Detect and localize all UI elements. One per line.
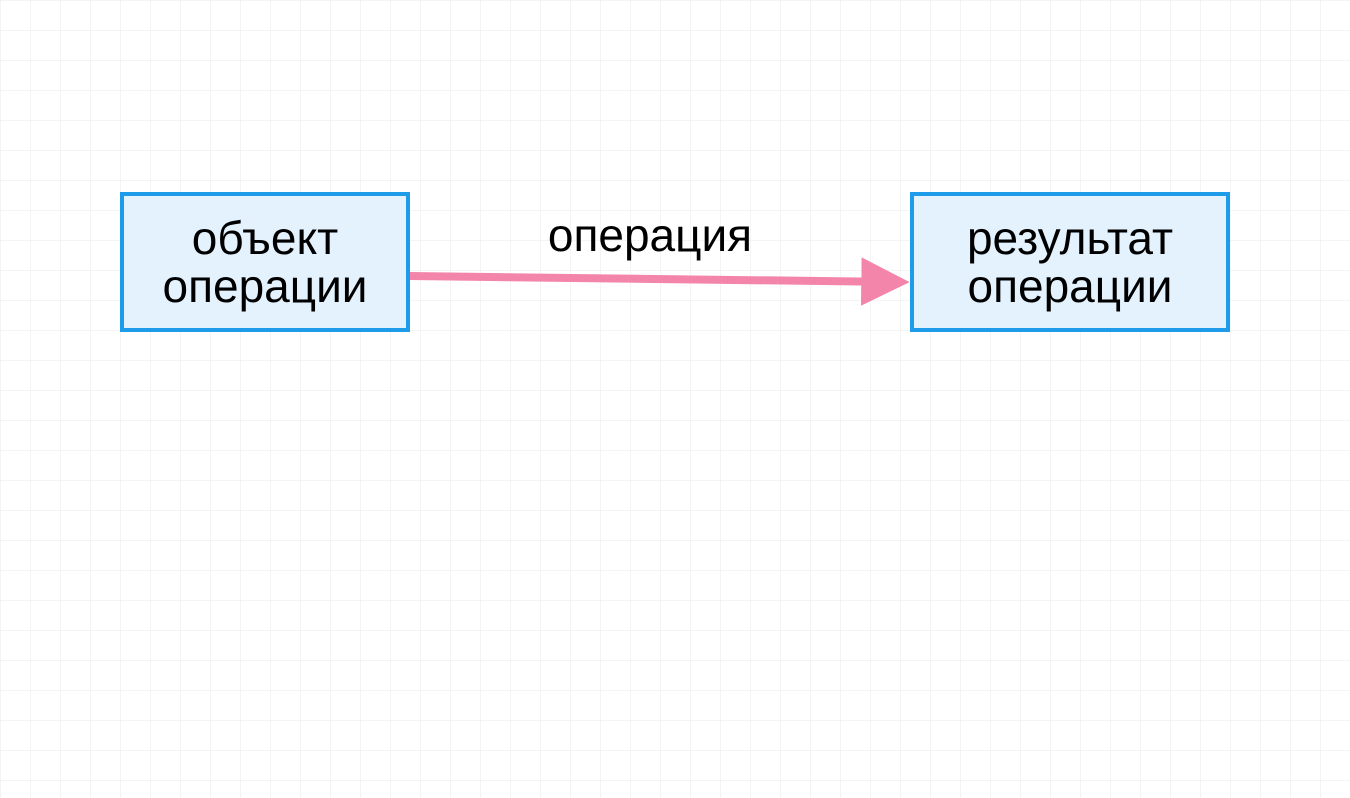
edge-operation (410, 276, 900, 282)
node-object: объект операции (120, 192, 410, 332)
diagram-canvas: объект операции результат операции операци… (0, 0, 1350, 798)
edge-label-operation: операция (548, 208, 752, 262)
node-result: результат операции (910, 192, 1230, 332)
